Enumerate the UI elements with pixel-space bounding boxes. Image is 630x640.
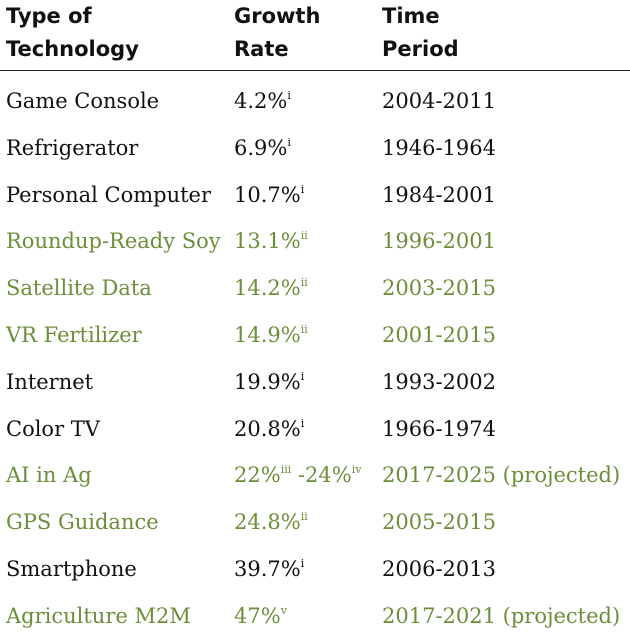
time-period-cell: 1993-2002 xyxy=(382,369,496,394)
footnote-marker: i xyxy=(300,416,305,430)
table-row: Game Console 4.2%i 2004-2011 xyxy=(0,78,630,125)
footnote-marker: i xyxy=(300,182,305,196)
footnote-marker: iv xyxy=(351,463,362,477)
growth-rate-cell: 20.8%i xyxy=(234,406,304,452)
time-period-cell: 1984-2001 xyxy=(382,182,496,207)
header-line: Period xyxy=(382,37,459,61)
time-period-cell: 2003-2015 xyxy=(382,276,496,301)
growth-rate-cell: 10.7%i xyxy=(234,172,304,218)
table-row: Smartphone 39.7%i 2006-2013 xyxy=(0,546,630,593)
growth-rate-cell: 13.1%ii xyxy=(234,218,308,264)
footnote-marker: ii xyxy=(300,510,308,524)
footnote-marker: i xyxy=(300,369,305,383)
growth-rate-cell: 22%iii -24%iv xyxy=(234,452,361,498)
growth-rate-cell: 14.2%ii xyxy=(234,265,308,311)
technology-cell: Satellite Data xyxy=(6,276,152,301)
growth-rate-cell: 39.7%i xyxy=(234,546,304,592)
growth-value: 14.2% xyxy=(234,276,301,301)
time-period-cell: 2017-2025 (projected) xyxy=(382,463,621,488)
technology-cell: Smartphone xyxy=(6,556,137,581)
technology-cell: GPS Guidance xyxy=(6,510,159,535)
growth-value: 10.7% xyxy=(234,182,301,207)
technology-cell: Internet xyxy=(6,369,94,394)
table-row: GPS Guidance 24.8%ii 2005-2015 xyxy=(0,499,630,546)
footnote-marker: ii xyxy=(300,229,308,243)
technology-cell: Color TV xyxy=(6,416,100,441)
table-row: Agriculture M2M 47%v 2017-2021 (projected) xyxy=(0,593,630,640)
growth-value: 20.8% xyxy=(234,416,301,441)
header-line: Technology xyxy=(6,37,139,61)
time-period-cell: 2004-2011 xyxy=(382,89,496,113)
table-row: Internet 19.9%i 1993-2002 xyxy=(0,359,630,406)
growth-rate-cell: 4.2%i xyxy=(234,78,291,124)
table-header: Type of Technology Growth Rate Time Peri… xyxy=(0,0,630,71)
header-line: Rate xyxy=(234,37,289,61)
growth-value: 24.8% xyxy=(234,510,301,535)
growth-value: 39.7% xyxy=(234,556,301,581)
table-row: Refrigerator 6.9%i 1946-1964 xyxy=(0,125,630,172)
technology-cell: Roundup-Ready Soy xyxy=(6,229,221,254)
footnote-marker: i xyxy=(287,89,291,102)
growth-value: 4.2% xyxy=(234,89,288,113)
technology-cell: Refrigerator xyxy=(6,135,139,160)
time-period-cell: 2006-2013 xyxy=(382,556,496,581)
time-period-cell: 1946-1964 xyxy=(382,135,496,160)
time-period-cell: 2001-2015 xyxy=(382,322,496,347)
time-period-cell: 2005-2015 xyxy=(382,510,496,535)
growth-rate-cell: 47%v xyxy=(234,593,287,639)
table-body: Game Console 4.2%i 2004-2011 Refrigerator 6.… xyxy=(0,78,630,640)
table-row: Personal Computer 10.7%i 1984-2001 xyxy=(0,172,630,219)
header-line: Growth xyxy=(234,4,321,28)
header-time-period: Time Period xyxy=(382,0,459,66)
growth-rate-cell: 24.8%ii xyxy=(234,499,308,545)
footnote-marker: i xyxy=(300,556,305,570)
growth-value: 6.9% xyxy=(234,135,288,160)
growth-rate-cell: 14.9%ii xyxy=(234,312,308,358)
technology-cell: Personal Computer xyxy=(6,182,212,207)
technology-cell: AI in Ag xyxy=(6,463,92,488)
growth-value: 47% xyxy=(234,603,281,628)
header-line: Type of xyxy=(6,4,92,28)
footnote-marker: v xyxy=(280,603,287,617)
growth-rate-cell: 19.9%i xyxy=(234,359,304,405)
growth-rate-cell: 6.9%i xyxy=(234,125,291,171)
growth-value: 19.9% xyxy=(234,369,301,394)
header-type-of-technology: Type of Technology xyxy=(6,0,139,66)
growth-value: 14.9% xyxy=(234,322,301,347)
growth-value-upper: -24% xyxy=(291,463,352,488)
table-row: Roundup-Ready Soy 13.1%ii 1996-2001 xyxy=(0,218,630,265)
growth-value: 22% xyxy=(234,463,281,488)
time-period-cell: 1966-1974 xyxy=(382,416,496,441)
time-period-cell: 1996-2001 xyxy=(382,229,496,254)
table-row: AI in Ag 22%iii -24%iv 2017-2025 (projecte… xyxy=(0,452,630,499)
footnote-marker: ii xyxy=(300,276,308,290)
growth-value: 13.1% xyxy=(234,229,301,254)
technology-cell: Game Console xyxy=(6,89,160,113)
table-row: VR Fertilizer 14.9%ii 2001-2015 xyxy=(0,312,630,359)
footnote-marker: i xyxy=(287,135,291,149)
footnote-marker: ii xyxy=(300,322,308,336)
technology-cell: Agriculture M2M xyxy=(6,603,191,628)
header-line: Time xyxy=(382,4,440,28)
time-period-cell: 2017-2021 (projected) xyxy=(382,603,621,628)
footnote-marker: iii xyxy=(280,463,292,477)
table-row: Color TV 20.8%i 1966-1974 xyxy=(0,406,630,453)
technology-cell: VR Fertilizer xyxy=(6,322,142,347)
table-row: Satellite Data 14.2%ii 2003-2015 xyxy=(0,265,630,312)
header-growth-rate: Growth Rate xyxy=(234,0,320,66)
